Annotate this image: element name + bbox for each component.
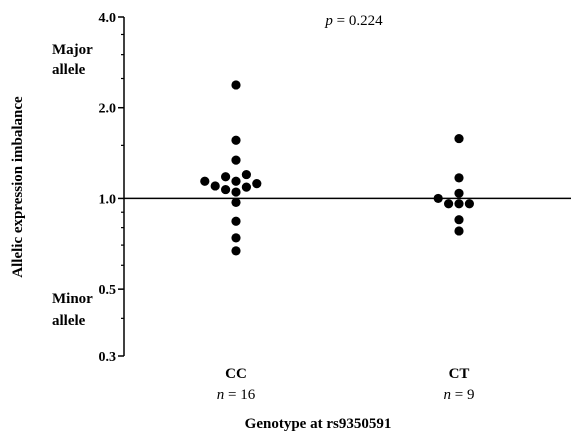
data-point-cc [200, 176, 210, 186]
data-point-cc [231, 197, 241, 208]
data-point-cc [221, 172, 231, 182]
data-point-cc [252, 178, 262, 189]
data-point-ct [454, 215, 464, 225]
x-axis-title: Genotype at rs9350591 [245, 416, 392, 432]
data-point-ct [454, 199, 464, 209]
major-allele-label-line1: Major [52, 42, 93, 58]
data-point-cc [231, 176, 241, 186]
data-point-ct [444, 199, 454, 209]
category-label-cc: CC [225, 366, 247, 382]
data-point-ct [454, 226, 464, 236]
major-allele-label-line2: allele [52, 62, 86, 78]
data-point-cc [241, 169, 251, 180]
data-point-ct [454, 173, 464, 183]
data-point-ct [454, 133, 464, 144]
data-point-ct [433, 193, 443, 204]
y-tick-label: 0.5 [99, 283, 117, 298]
data-point-cc [241, 182, 251, 192]
data-point-cc [231, 246, 241, 256]
y-tick-label: 2.0 [99, 102, 117, 117]
data-point-cc [231, 187, 241, 197]
data-point-cc [221, 184, 231, 195]
category-n-ct: n = 9 [444, 387, 475, 403]
data-point-cc [231, 155, 241, 165]
minor-allele-label-line2: allele [52, 313, 86, 329]
y-axis-title: Allelic expression imbalance [10, 96, 26, 278]
data-point-cc [231, 80, 241, 90]
y-tick-label: 1.0 [99, 192, 117, 207]
data-point-cc [231, 216, 241, 226]
y-tick-label: 4.0 [99, 11, 117, 26]
p-value-annotation: p = 0.224 [324, 13, 383, 29]
data-point-cc [231, 233, 241, 243]
data-point-ct [464, 199, 474, 209]
y-tick-label: 0.3 [99, 350, 117, 365]
data-points [200, 80, 474, 256]
data-point-cc [210, 181, 220, 191]
data-point-ct [454, 188, 464, 198]
y-axis: 0.3 0.5 1.0 2.0 4.0 [99, 11, 125, 365]
category-label-ct: CT [449, 366, 470, 382]
category-n-cc: n = 16 [217, 387, 256, 403]
minor-allele-label-line1: Minor [52, 291, 93, 307]
data-point-cc [231, 135, 241, 145]
